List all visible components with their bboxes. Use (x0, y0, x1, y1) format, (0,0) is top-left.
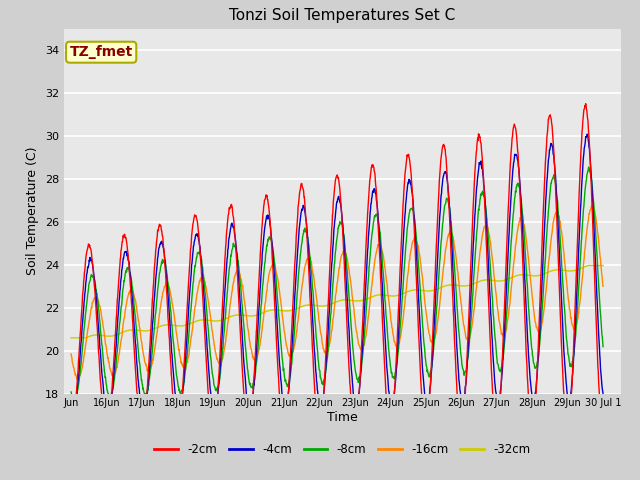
Title: Tonzi Soil Temperatures Set C: Tonzi Soil Temperatures Set C (229, 9, 456, 24)
Legend: -2cm, -4cm, -8cm, -16cm, -32cm: -2cm, -4cm, -8cm, -16cm, -32cm (150, 438, 535, 461)
Y-axis label: Soil Temperature (C): Soil Temperature (C) (26, 147, 39, 276)
Text: TZ_fmet: TZ_fmet (70, 45, 133, 59)
X-axis label: Time: Time (327, 411, 358, 424)
